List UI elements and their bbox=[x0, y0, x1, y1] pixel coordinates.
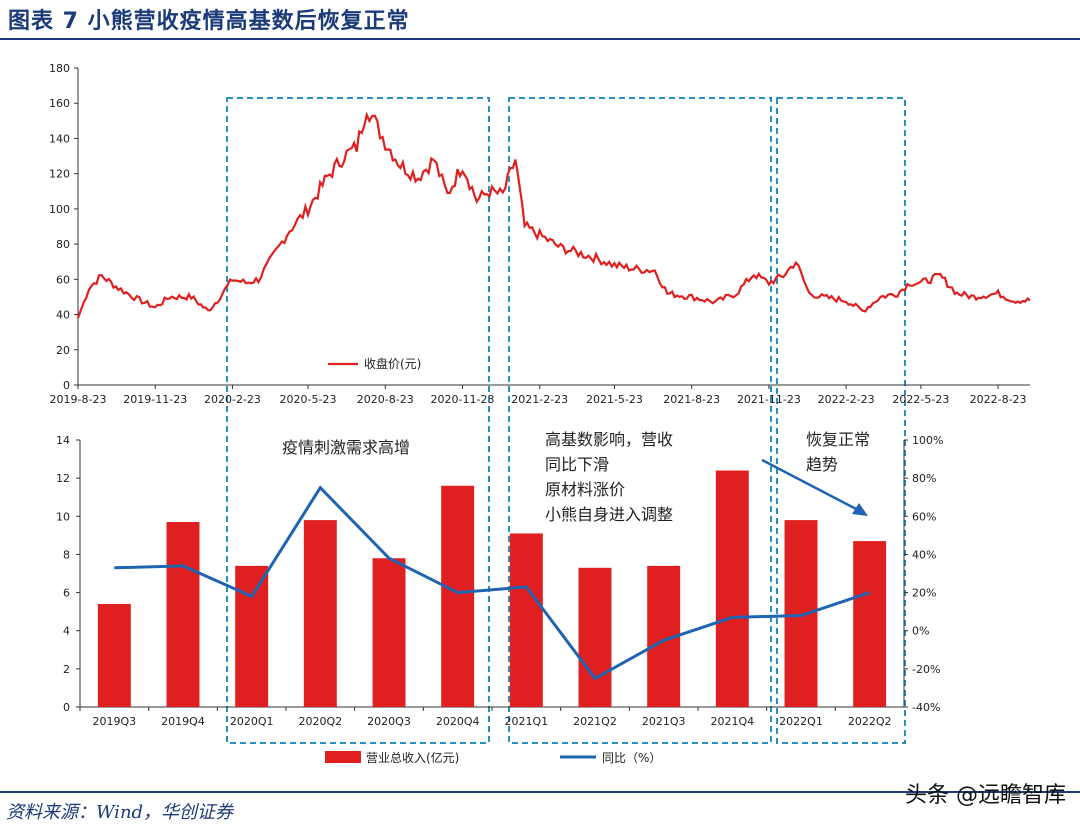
revenue-y-tick-label: 4 bbox=[63, 625, 70, 638]
annotation-high-base-3: 原材料涨价 bbox=[545, 480, 625, 499]
revenue-x-tick-label: 2020Q4 bbox=[436, 715, 480, 728]
revenue-bar bbox=[235, 565, 269, 707]
revenue-y-tick-label: 2 bbox=[63, 663, 70, 676]
price-y-tick-label: 180 bbox=[49, 62, 70, 75]
revenue-x-tick-label: 2020Q1 bbox=[230, 715, 274, 728]
price-series-line bbox=[76, 111, 1031, 319]
revenue-x-tick-label: 2022Q2 bbox=[848, 715, 892, 728]
yoy-y-tick-label: 40% bbox=[912, 548, 936, 561]
price-y-tick-label: 40 bbox=[56, 309, 70, 322]
revenue-x-tick-label: 2019Q4 bbox=[161, 715, 205, 728]
source-note: 资料来源：Wind，华创证券 bbox=[6, 802, 234, 823]
period-box-2021 bbox=[508, 97, 772, 744]
figure-title: 图表 7 小熊营收疫情高基数后恢复正常 bbox=[8, 9, 410, 34]
price-x-tick-label: 2022-8-23 bbox=[970, 393, 1027, 406]
revenue-bar bbox=[509, 533, 543, 707]
price-legend: 收盘价(元) bbox=[328, 356, 421, 371]
revenue-x-tick-label: 2021Q2 bbox=[573, 715, 617, 728]
revenue-y-tick-label: 8 bbox=[63, 548, 70, 561]
revenue-bar bbox=[303, 520, 337, 707]
price-x-tick-label: 2021-11-23 bbox=[737, 393, 801, 406]
yoy-legend-label: 同比（%） bbox=[602, 751, 661, 765]
revenue-y-tick-label: 12 bbox=[56, 472, 70, 485]
revenue-x-tick-label: 2020Q2 bbox=[299, 715, 343, 728]
price-legend-label: 收盘价(元) bbox=[364, 356, 421, 371]
price-y-tick-label: 100 bbox=[49, 203, 70, 216]
yoy-y-tick-label: -20% bbox=[912, 663, 940, 676]
revenue-bar bbox=[715, 470, 749, 707]
title-divider bbox=[0, 38, 1080, 40]
revenue-legend-swatch bbox=[325, 751, 361, 763]
footer-divider bbox=[0, 791, 1080, 793]
yoy-y-tick-label: 20% bbox=[912, 587, 936, 600]
price-y-tick-label: 20 bbox=[56, 344, 70, 357]
revenue-x-tick-label: 2019Q3 bbox=[93, 715, 137, 728]
title-row: 图表 7 小熊营收疫情高基数后恢复正常 bbox=[0, 0, 1080, 40]
revenue-bar bbox=[97, 604, 131, 707]
revenue-x-tick-label: 2022Q1 bbox=[779, 715, 823, 728]
price-x-tick-label: 2019-11-23 bbox=[123, 393, 187, 406]
price-x-tick-label: 2021-5-23 bbox=[586, 393, 643, 406]
revenue-x-tick-label: 2021Q3 bbox=[642, 715, 686, 728]
price-x-tick-label: 2022-5-23 bbox=[892, 393, 949, 406]
revenue-bars bbox=[97, 470, 887, 707]
annotation-demand-surge: 疫情刺激需求高增 bbox=[282, 438, 410, 457]
revenue-legend: 营业总收入(亿元) 同比（%） bbox=[325, 750, 661, 765]
yoy-y-tick-label: 80% bbox=[912, 472, 936, 485]
price-x-tick-label: 2021-2-23 bbox=[511, 393, 568, 406]
revenue-y-tick-label: 6 bbox=[63, 587, 70, 600]
price-y-tick-label: 60 bbox=[56, 273, 70, 286]
price-x-tick-label: 2021-8-23 bbox=[663, 393, 720, 406]
revenue-bar bbox=[578, 567, 612, 707]
revenue-chart-axes: 0 2 4 6 8 10 12 14 -40% -20% 0% 20% 40% 60% 80% 100% 201… bbox=[56, 434, 943, 728]
revenue-bar bbox=[166, 522, 200, 707]
revenue-x-tick-label: 2021Q4 bbox=[711, 715, 755, 728]
price-y-tick-label: 0 bbox=[63, 379, 70, 392]
revenue-bar bbox=[441, 485, 475, 707]
watermark: 头条 @远瞻智库 bbox=[905, 783, 1066, 808]
yoy-series-line bbox=[114, 485, 871, 681]
price-y-tick-label: 80 bbox=[56, 238, 70, 251]
annotation-high-base-4: 小熊自身进入调整 bbox=[545, 505, 673, 524]
revenue-bar bbox=[372, 558, 406, 707]
price-chart-axes: 0 20 40 60 80 100 120 140 160 180 2019-8-23 2019-11… bbox=[49, 62, 1030, 406]
price-x-tick-label: 2019-8-23 bbox=[50, 393, 107, 406]
price-x-tick-label: 2020-8-23 bbox=[357, 393, 414, 406]
recovery-arrow-icon bbox=[761, 458, 868, 516]
yoy-y-tick-label: -40% bbox=[912, 701, 940, 714]
revenue-bar bbox=[853, 541, 887, 707]
revenue-y-tick-label: 14 bbox=[56, 434, 70, 447]
revenue-y-tick-label: 10 bbox=[56, 510, 70, 523]
revenue-y-tick-label: 0 bbox=[63, 701, 70, 714]
revenue-x-tick-label: 2021Q1 bbox=[505, 715, 549, 728]
price-y-tick-label: 140 bbox=[49, 132, 70, 145]
period-box-2020 bbox=[226, 97, 490, 744]
price-y-tick-label: 120 bbox=[49, 168, 70, 181]
annotation-recovery-1: 恢复正常 bbox=[806, 430, 870, 449]
revenue-bar bbox=[784, 520, 818, 707]
annotation-high-base-2: 同比下滑 bbox=[545, 455, 609, 474]
period-box-2022 bbox=[776, 97, 906, 744]
price-x-tick-label: 2020-2-23 bbox=[204, 393, 261, 406]
price-x-tick-label: 2020-5-23 bbox=[280, 393, 337, 406]
price-x-tick-label: 2022-2-23 bbox=[818, 393, 875, 406]
price-y-tick-label: 160 bbox=[49, 97, 70, 110]
price-x-tick-label: 2020-11-23 bbox=[431, 393, 495, 406]
annotation-recovery-2: 趋势 bbox=[806, 455, 838, 474]
revenue-legend-label: 营业总收入(亿元) bbox=[366, 750, 459, 765]
revenue-x-tick-label: 2020Q3 bbox=[367, 715, 411, 728]
annotation-high-base-1: 高基数影响，营收 bbox=[545, 430, 673, 449]
period-boxes bbox=[226, 97, 906, 744]
yoy-y-tick-label: 0% bbox=[912, 625, 929, 638]
yoy-y-tick-label: 60% bbox=[912, 510, 936, 523]
yoy-y-tick-label: 100% bbox=[912, 434, 943, 447]
